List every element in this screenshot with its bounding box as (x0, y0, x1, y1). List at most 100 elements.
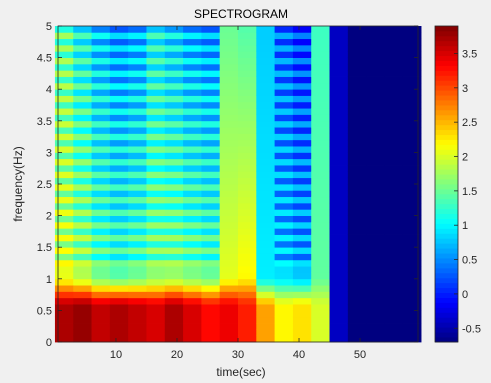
spectrogram-cell (274, 228, 294, 235)
spectrogram-cell (164, 329, 184, 337)
spectrogram-cell (164, 158, 184, 166)
colorbar-segment (435, 144, 458, 150)
spectrogram-cell (54, 51, 74, 58)
spectrogram-cell (256, 215, 276, 223)
spectrogram-cell (164, 171, 184, 179)
colorbar-segment (435, 218, 458, 224)
spectrogram-cell (183, 133, 202, 141)
spectrogram-cell (91, 114, 111, 122)
spectrogram-cell (274, 152, 294, 160)
spectrogram-cell (201, 57, 221, 65)
spectrogram-cell (256, 177, 276, 185)
spectrogram-cell (238, 114, 257, 122)
colorbar-segment (435, 213, 458, 219)
spectrogram-cell (238, 101, 257, 109)
spectrogram-cell (128, 51, 147, 58)
spectrogram-cell (183, 310, 202, 318)
spectrogram-cell (201, 76, 221, 84)
spectrogram-cell (329, 234, 349, 242)
spectrogram-cell (292, 38, 312, 46)
spectrogram-cell (109, 26, 129, 33)
spectrogram-cell (347, 272, 367, 280)
spectrogram-cell (384, 177, 404, 185)
spectrogram-cell (91, 196, 111, 204)
spectrogram-cell (219, 240, 239, 248)
spectrogram-cell (292, 285, 312, 292)
spectrogram-cell (292, 133, 312, 141)
spectrogram-cell (54, 234, 74, 242)
spectrogram-cell (366, 89, 385, 96)
spectrogram-cell (347, 57, 367, 65)
spectrogram-cell (128, 266, 147, 273)
spectrogram-cell (292, 202, 312, 210)
spectrogram-cell (128, 272, 147, 280)
spectrogram-cell (54, 253, 74, 261)
spectrogram-cell (292, 310, 312, 318)
spectrogram-cell (183, 177, 202, 185)
spectrogram-cell (54, 133, 74, 141)
spectrogram-cell (292, 146, 312, 153)
y-tick-label: 2.5 (37, 179, 52, 191)
spectrogram-cell (292, 108, 312, 115)
spectrogram-cell (329, 209, 349, 216)
spectrogram-cell (347, 209, 367, 216)
colorbar-segment (435, 327, 458, 333)
spectrogram-cell (164, 120, 184, 128)
spectrogram-cell (73, 70, 92, 77)
spectrogram-cell (146, 38, 166, 46)
spectrogram-cell (128, 335, 147, 343)
spectrogram-cell (54, 101, 74, 109)
spectrogram-cell (274, 95, 294, 103)
spectrogram-cell (146, 228, 166, 235)
colorbar-frame (434, 25, 459, 343)
spectrogram-cell (91, 323, 111, 330)
spectrogram-cell (128, 209, 147, 216)
spectrogram-cell (109, 196, 129, 204)
spectrogram-cell (402, 44, 422, 52)
spectrogram-cell (164, 76, 184, 84)
spectrogram-cell (146, 127, 166, 134)
spectrogram-cell (128, 304, 147, 311)
spectrogram-cell (238, 158, 257, 166)
colorbar-segment (435, 198, 458, 205)
spectrogram-cell (347, 32, 367, 40)
spectrogram-cell (311, 177, 330, 185)
spectrogram-cell (366, 247, 385, 254)
spectrogram-cell (256, 190, 276, 198)
spectrogram-cell (329, 228, 349, 235)
spectrogram-cell (128, 234, 147, 242)
spectrogram-cell (164, 184, 184, 191)
spectrogram-cell (311, 266, 330, 273)
spectrogram-cell (256, 209, 276, 216)
spectrogram-cell (183, 247, 202, 254)
colorbar-tick-label: 3 (462, 83, 468, 95)
spectrogram-cell (54, 209, 74, 216)
colorbar-segment (435, 154, 458, 160)
spectrogram-cell (146, 108, 166, 115)
spectrogram-cell (73, 209, 92, 216)
spectrogram-cell (183, 253, 202, 261)
spectrogram-cell (73, 335, 92, 343)
spectrogram-cell (274, 38, 294, 46)
spectrogram-cell (384, 158, 404, 166)
spectrogram-cell (109, 63, 129, 71)
spectrogram-cell (292, 196, 312, 204)
spectrogram-cell (366, 158, 385, 166)
spectrogram-cell (146, 184, 166, 191)
spectrogram-cell (109, 323, 129, 330)
spectrogram-cell (384, 171, 404, 179)
spectrogram-cell (274, 63, 294, 71)
spectrogram-cell (91, 297, 111, 305)
spectrogram-cell (201, 70, 221, 77)
spectrogram-cell (274, 291, 294, 299)
spectrogram-cell (366, 228, 385, 235)
spectrogram-cell (164, 190, 184, 198)
spectrogram-cell (329, 240, 349, 248)
spectrogram-cell (128, 57, 147, 65)
spectrogram-cell (256, 171, 276, 179)
spectrogram-cell (311, 101, 330, 109)
colorbar-tick-label: 2 (462, 152, 468, 164)
spectrogram-cell (91, 158, 111, 166)
spectrogram-cell (238, 133, 257, 141)
spectrogram-cell (256, 272, 276, 280)
